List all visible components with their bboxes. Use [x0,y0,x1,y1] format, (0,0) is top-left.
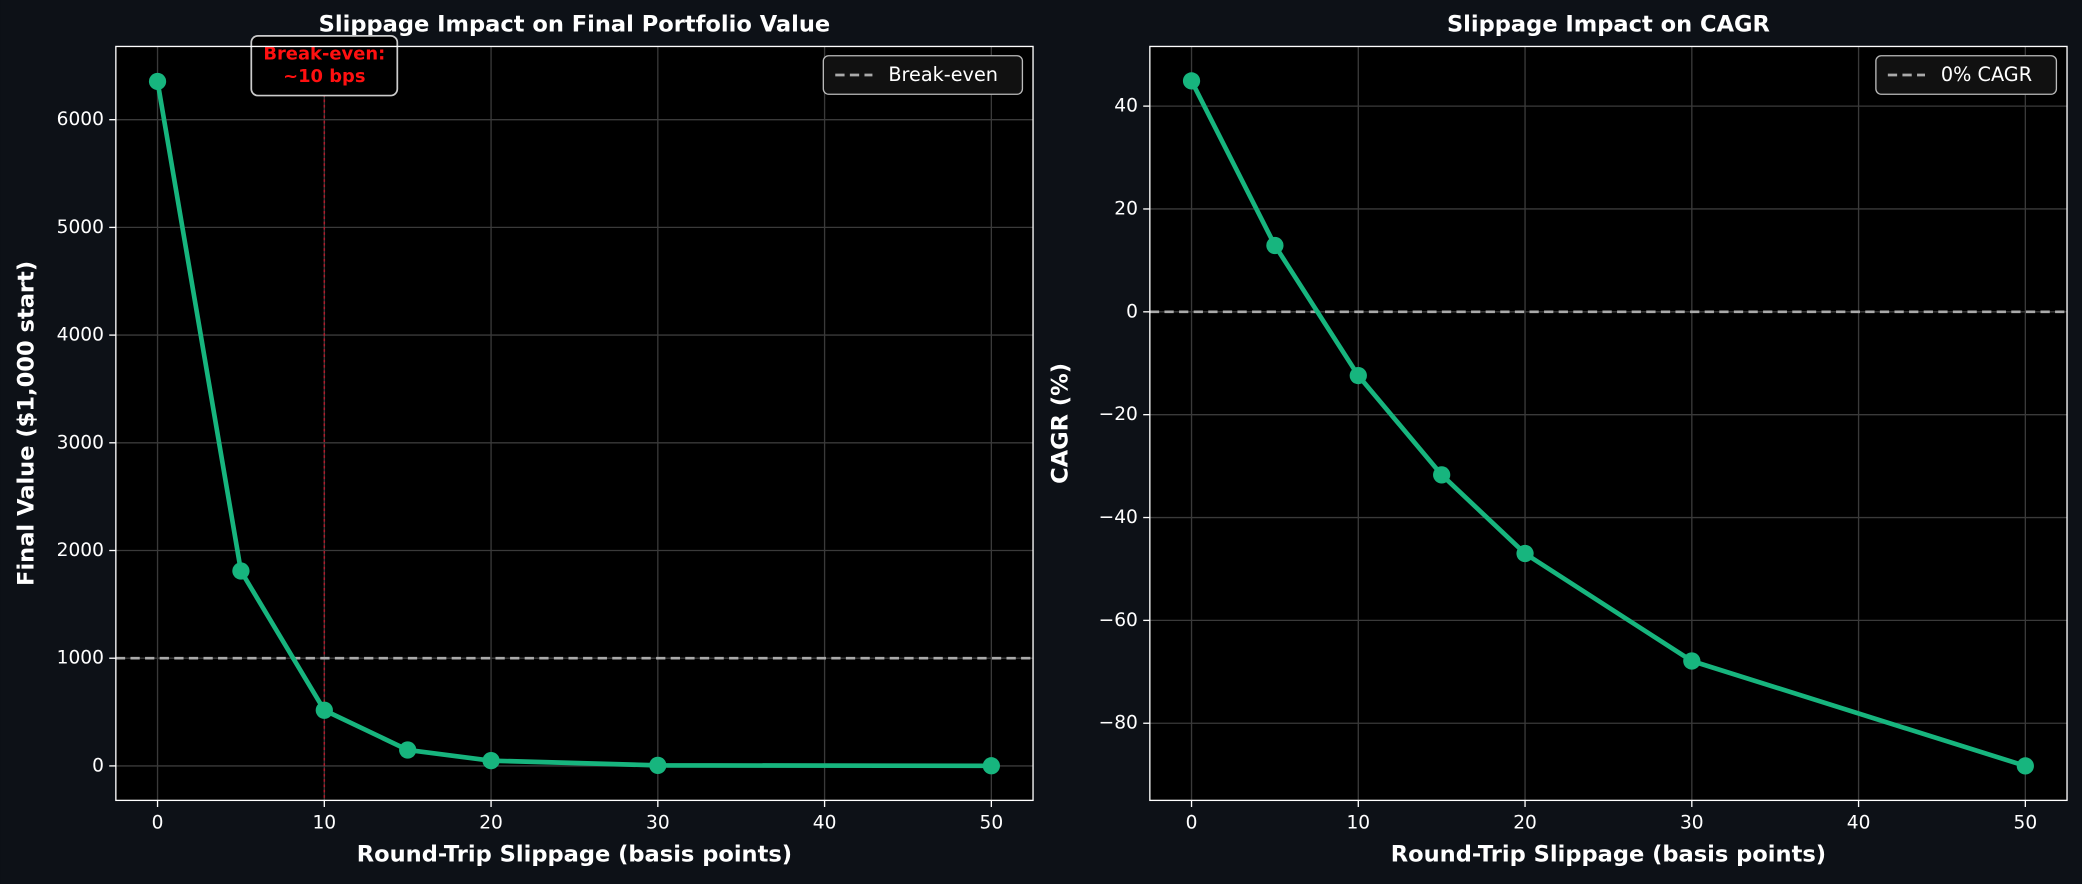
y-tick-label: −40 [1099,507,1138,528]
data-point [232,562,250,580]
y-tick-label: 20 [1114,198,1138,219]
data-point [1683,652,1701,670]
chart-title: Slippage Impact on CAGR [1447,12,1770,38]
y-tick-label: 2000 [57,540,104,561]
y-tick-label: −80 [1099,713,1138,734]
x-axis-label: Round-Trip Slippage (basis points) [1391,841,1826,867]
y-tick-label: −60 [1099,610,1138,631]
data-point [2016,757,2034,775]
data-point [649,756,667,775]
legend-label: 0% CAGR [1941,63,2032,86]
data-point [1349,366,1367,385]
plot-area [115,46,1034,801]
x-tick-label: 30 [1680,812,1704,833]
data-point [148,72,167,91]
legend-label: Break-even [888,63,998,86]
y-tick-label: −20 [1099,404,1138,425]
annotation-text: Break-even: [263,43,385,64]
x-tick-label: 20 [1513,812,1537,833]
x-tick-label: 50 [2014,812,2038,833]
data-point [1516,544,1534,563]
legend-box [822,55,1024,95]
y-tick-label: 6000 [57,109,104,130]
x-tick-label: 40 [1847,812,1871,833]
y-axis-label: CAGR (%) [1047,363,1073,484]
y-tick-label: 3000 [57,432,104,453]
plot-frame [1149,45,2068,802]
y-tick-label: 5000 [57,217,104,238]
data-point [1433,466,1451,484]
x-tick-label: 30 [646,812,670,833]
annotation-box [250,34,399,97]
y-tick-label: 0 [92,755,104,776]
x-tick-label: 10 [1346,812,1370,833]
plot-area [1149,46,2068,801]
x-tick-label: 20 [479,812,503,833]
chart-title: Slippage Impact on Final Portfolio Value [319,12,831,38]
y-tick-label: 0 [1126,301,1138,322]
data-point [1266,236,1284,255]
x-tick-label: 40 [813,812,837,833]
data-point [482,752,500,770]
y-tick-label: 4000 [57,325,104,346]
y-tick-label: 40 [1114,96,1138,117]
plot-frame [115,45,1034,802]
x-tick-label: 0 [152,812,164,833]
x-tick-label: 0 [1186,812,1198,833]
data-point [399,741,417,759]
legend-box [1875,55,2058,95]
data-point [1182,72,1201,90]
data-point [315,701,333,719]
x-tick-label: 10 [312,812,336,833]
annotation-text: ~10 bps [283,66,365,87]
y-tick-label: 1000 [57,648,104,669]
data-point [982,757,1000,775]
x-tick-label: 50 [980,812,1004,833]
y-axis-label: Final Value ($1,000 start) [13,261,39,586]
x-axis-label: Round-Trip Slippage (basis points) [357,841,792,867]
